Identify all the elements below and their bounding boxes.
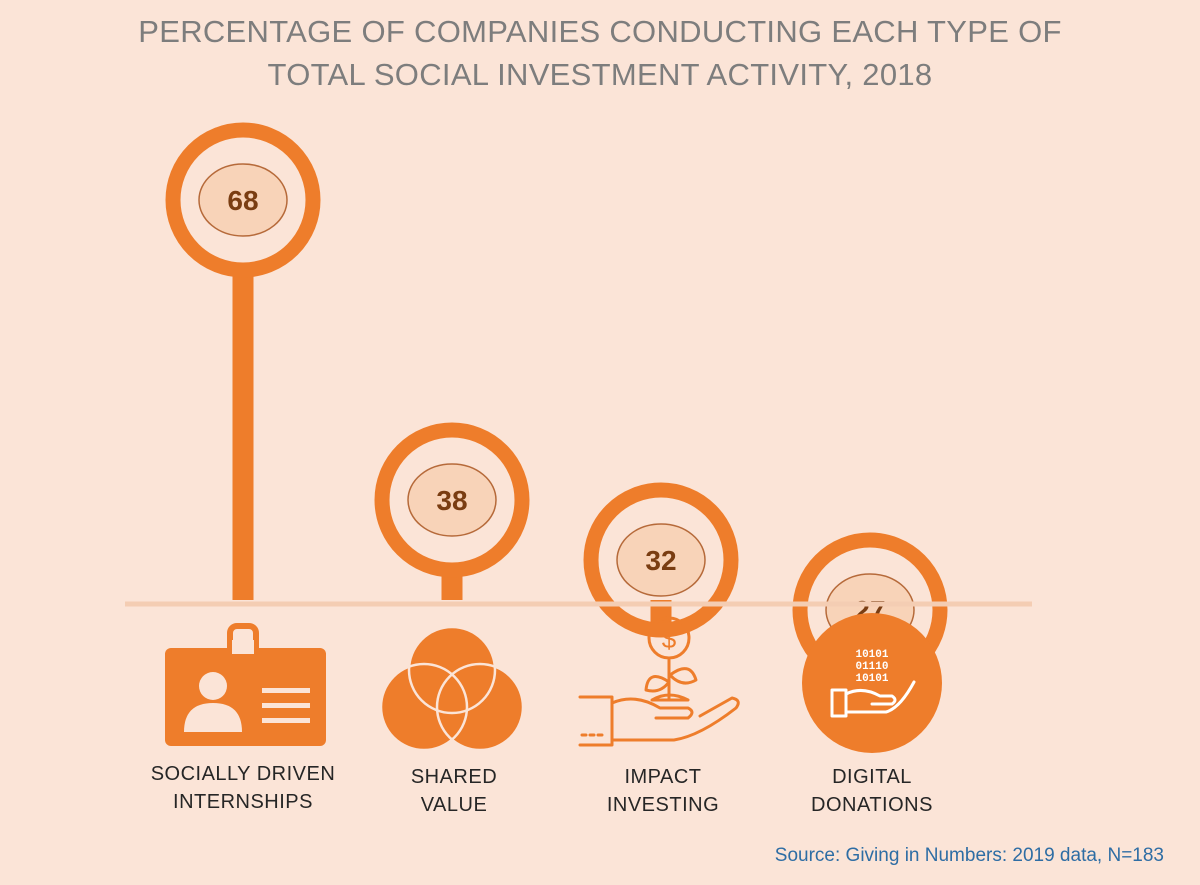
category-label-line: DONATIONS [811,794,933,816]
binary-row: 10101 [855,673,888,685]
category-label-line: INTERNSHIPS [173,791,313,813]
binary-row: 01110 [855,661,888,673]
category-label-line: IMPACT [624,766,702,788]
category-label-line: VALUE [420,794,488,816]
value-bubble-socially-driven-internships [198,163,288,237]
binary-row: 10101 [855,649,888,661]
value-bubble-shared-value [407,463,497,537]
source-note: Source: Giving in Numbers: 2019 data, N=… [774,845,1164,866]
category-label-line: SHARED [410,766,498,788]
ring-socially-driven-internships [165,122,321,278]
dollar-sign: $ [662,624,677,654]
category-label-impact-investing: IMPACT INVESTING [553,763,773,819]
category-label-shared-value: SHARED VALUE [344,763,564,819]
value-bubble-impact-investing [616,523,706,597]
value-label-socially-driven-internships: 68 [227,185,258,216]
chart-title: PERCENTAGE OF COMPANIES CONDUCTING EACH … [0,10,1200,96]
value-label-shared-value: 38 [436,485,467,516]
category-label-socially-driven-internships: SOCIALLY DRIVEN INTERNSHIPS [133,760,353,816]
hand-plant-dollar-icon: $ [578,616,740,747]
chart-title-line-1: PERCENTAGE OF COMPANIES CONDUCTING EACH … [138,14,1062,49]
category-label-digital-donations: DIGITAL DONATIONS [762,763,982,819]
category-label-line: INVESTING [606,794,720,816]
ring-impact-investing [583,482,739,638]
id-badge-icon [165,623,326,746]
value-label-impact-investing: 32 [645,545,676,576]
category-label-line: DIGITAL [832,766,912,788]
chart-title-line-2: TOTAL SOCIAL INVESTMENT ACTIVITY, 2018 [267,57,933,92]
ring-shared-value [374,422,530,578]
venn-circles-icon [379,625,525,752]
category-label-line: SOCIALLY DRIVEN [150,763,336,785]
